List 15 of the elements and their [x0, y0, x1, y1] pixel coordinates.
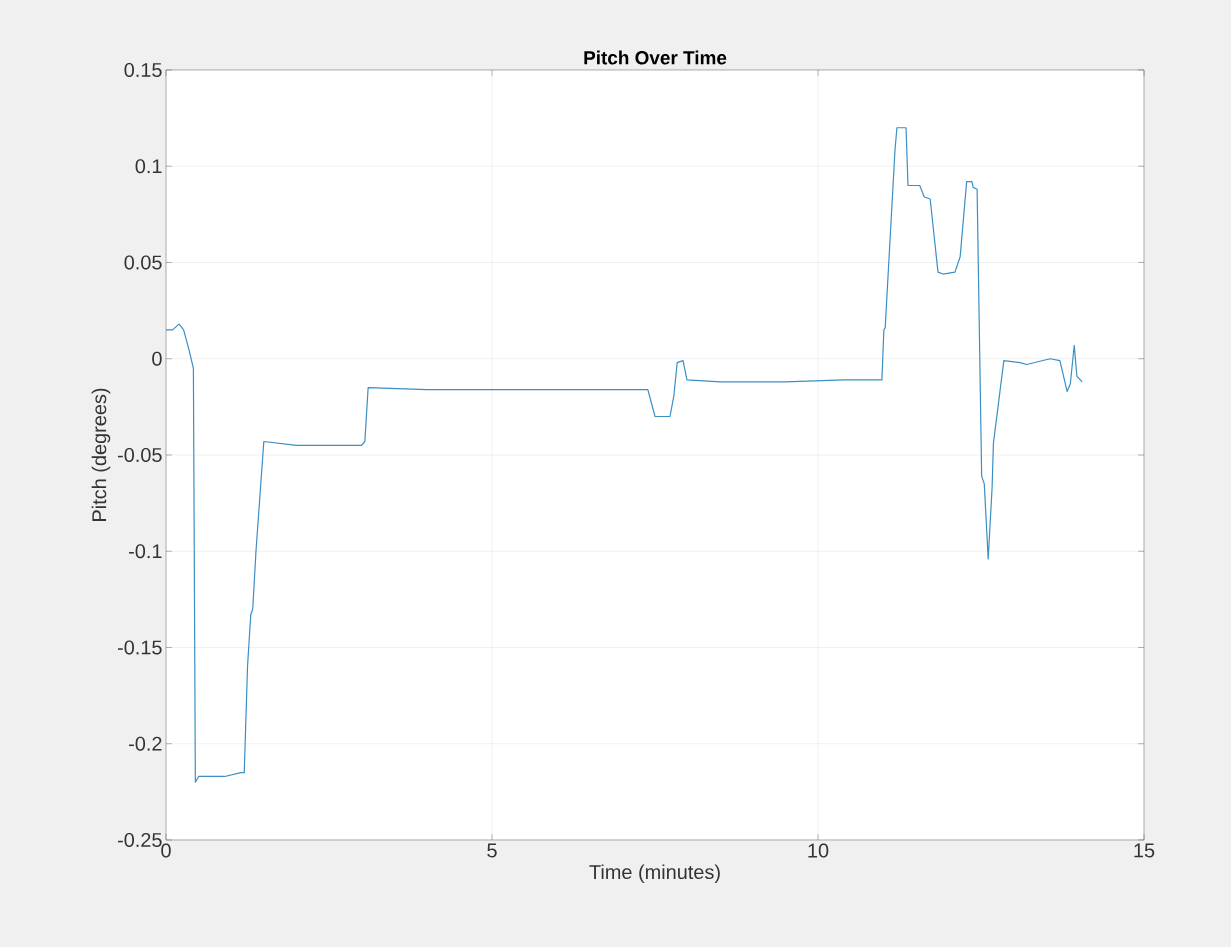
- x-tick-label: 5: [487, 843, 497, 858]
- y-tick-label: -0.1: [129, 544, 162, 559]
- x-tick-label: 10: [808, 843, 829, 858]
- y-tick-label: 0.15: [124, 62, 162, 78]
- y-tick-label: -0.25: [117, 832, 162, 848]
- y-tick-label: 0.05: [124, 255, 162, 270]
- chart-title: Pitch Over Time: [584, 50, 727, 65]
- y-tick-label: 0: [152, 351, 162, 366]
- y-tick-label: -0.15: [117, 640, 162, 655]
- y-tick-label: 0.1: [135, 159, 162, 174]
- x-tick-label: 15: [1134, 843, 1155, 858]
- y-tick-label: -0.2: [129, 736, 162, 751]
- x-axis-title: Time (minutes): [589, 864, 720, 884]
- y-axis-title: Pitch (degrees): [91, 388, 111, 521]
- y-tick-label: -0.05: [117, 447, 162, 463]
